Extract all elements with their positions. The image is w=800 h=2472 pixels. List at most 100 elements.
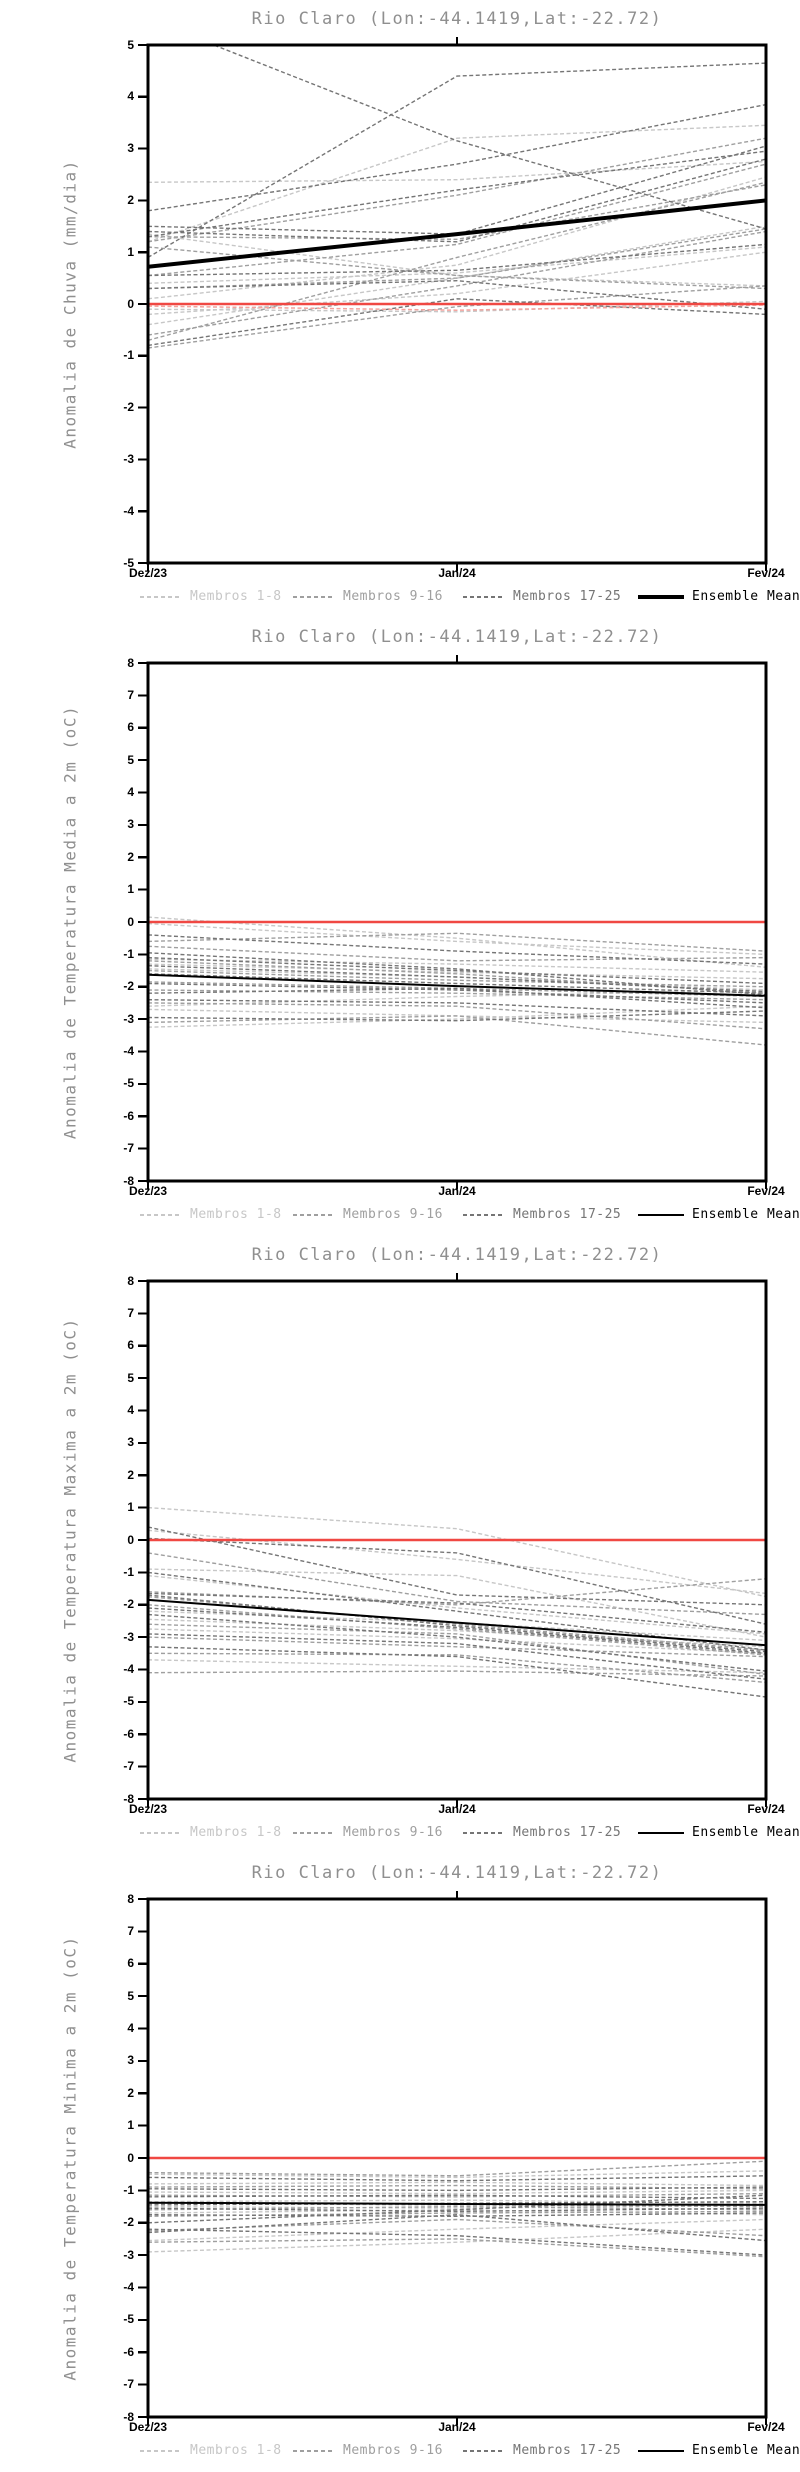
member-line-group-1 (148, 2170, 766, 2179)
member-line-group-1 (148, 2181, 766, 2187)
member-line-group-1 (148, 2189, 766, 2195)
legend-label: Membros 17-25 (513, 1825, 622, 1840)
plot-border (146, 661, 768, 1183)
member-line-group-1 (148, 916, 766, 968)
legend-label: Membros 9-16 (343, 589, 443, 604)
member-line-group-3 (148, 2194, 766, 2200)
y-tick-label: -1 (123, 348, 134, 363)
legend-label: Membros 1-8 (190, 1825, 282, 1840)
ensemble-mean-line (148, 1598, 766, 1647)
legend: Membros 1-8 Membros 9-16 Membros 17-25 Ense… (0, 1825, 800, 1841)
chart-title: Rio Claro (Lon:-44.1419,Lat:-22.72) (251, 9, 663, 29)
member-line-group-2 (148, 945, 766, 962)
y-tick-label: -5 (123, 555, 134, 570)
legend-item: Membros 17-25 (463, 2443, 621, 2459)
member-line-group-1 (148, 1659, 766, 1674)
member-line-group-3 (148, 2213, 766, 2242)
y-tick-label: -3 (123, 451, 134, 466)
member-line-group-3 (148, 1526, 766, 1606)
x-tick-label: Fev/24 (747, 1802, 785, 1816)
member-line-group-2 (148, 1623, 766, 1676)
member-line-group-3 (148, 965, 766, 993)
y-tick-label: 4 (127, 89, 134, 104)
member-line-group-1 (148, 1568, 766, 1638)
member-line-group-2 (148, 1015, 766, 1046)
legend-item: Ensemble Mean (638, 2443, 800, 2459)
member-line-group-3 (148, 2228, 766, 2256)
legend-item: Membros 9-16 (293, 1825, 443, 1841)
member-line-group-3 (148, 62, 766, 259)
y-tick-label: 8 (127, 1891, 134, 1906)
member-line-group-3 (148, 987, 766, 1009)
member-line-group-3 (148, 956, 766, 985)
member-line-group-2 (148, 2160, 766, 2177)
legend-dashed-line-swatch (140, 1214, 182, 1216)
member-line-group-2 (148, 228, 766, 290)
x-tick-label: Dez/23 (128, 2420, 168, 2434)
y-tick-label: -1 (123, 2182, 134, 2197)
y-tick-label: -6 (123, 2344, 134, 2359)
y-tick-label: 1 (127, 882, 134, 897)
y-tick-label: -3 (123, 2247, 134, 2262)
legend-solid-line-swatch (638, 2450, 684, 2452)
member-line-group-3 (148, 2186, 766, 2192)
legend-label: Membros 9-16 (343, 2443, 443, 2458)
y-tick-label: -2 (123, 2215, 134, 2230)
legend-label: Membros 9-16 (343, 1825, 443, 1840)
legend-label: Membros 1-8 (190, 2443, 282, 2458)
y-tick-label: -4 (123, 2280, 134, 2294)
legend-label: Membros 1-8 (190, 589, 282, 604)
y-tick-label: 2 (127, 192, 134, 207)
member-line-group-3 (148, 103, 766, 212)
y-tick-label: 5 (127, 1370, 134, 1385)
member-line-group-2 (148, 230, 766, 336)
member-line-group-3 (148, 999, 766, 1017)
member-line-group-1 (148, 160, 766, 183)
legend-solid-line-swatch (638, 595, 684, 599)
y-tick-label: 3 (127, 817, 134, 832)
y-tick-label: 0 (127, 296, 134, 311)
member-line-group-2 (148, 969, 766, 988)
member-line-group-2 (148, 2210, 766, 2217)
y-tick-label: -8 (123, 2409, 134, 2424)
y-tick-label: 6 (127, 1338, 134, 1353)
member-line-group-1 (148, 2218, 766, 2242)
y-tick-label: 0 (127, 1532, 134, 1547)
chart-title: Rio Claro (Lon:-44.1419,Lat:-22.72) (251, 1863, 663, 1883)
legend-item: Membros 1-8 (140, 1825, 282, 1841)
y-tick-label: 6 (127, 720, 134, 735)
y-tick-label: 5 (127, 752, 134, 767)
y-tick-label: -1 (123, 1564, 134, 1579)
legend-dashed-line-swatch (293, 1832, 335, 1834)
x-tick-label: Jan/24 (438, 1802, 476, 1816)
member-line-group-2 (148, 181, 766, 341)
y-tick-label: 2 (127, 849, 134, 864)
y-tick-label: -2 (123, 400, 134, 415)
member-line-group-2 (148, 1002, 766, 1030)
legend-label: Membros 17-25 (513, 2443, 622, 2458)
x-tick-label: Fev/24 (747, 1184, 785, 1198)
member-line-group-3 (148, 1592, 766, 1633)
y-tick-label: 7 (127, 1923, 134, 1938)
member-line-group-1 (148, 2228, 766, 2253)
legend-dashed-line-swatch (463, 1832, 505, 1834)
member-line-group-3 (148, 1646, 766, 1698)
y-tick-label: -2 (123, 1597, 134, 1612)
y-tick-label: -5 (123, 1694, 134, 1709)
member-line-group-3 (148, 1607, 766, 1654)
member-line-group-3 (148, 243, 766, 277)
y-tick-label: 4 (127, 785, 134, 799)
ensemble-mean-line (148, 2201, 766, 2206)
y-tick-label: 8 (127, 1273, 134, 1288)
member-line-group-1 (148, 246, 766, 284)
legend: Membros 1-8 Membros 9-16 Membros 17-25 Ense… (0, 2443, 800, 2459)
y-tick-label: 7 (127, 687, 134, 702)
member-line-group-3 (148, 1633, 766, 1680)
legend-label: Ensemble Mean (692, 1825, 800, 1840)
x-tick-label: Jan/24 (438, 566, 476, 580)
legend-item: Membros 9-16 (293, 2443, 443, 2459)
legend-item: Ensemble Mean (638, 1207, 800, 1223)
y-tick-label: -7 (123, 2377, 134, 2392)
plot-border (146, 1897, 768, 2419)
member-line-group-3 (148, 2207, 766, 2213)
